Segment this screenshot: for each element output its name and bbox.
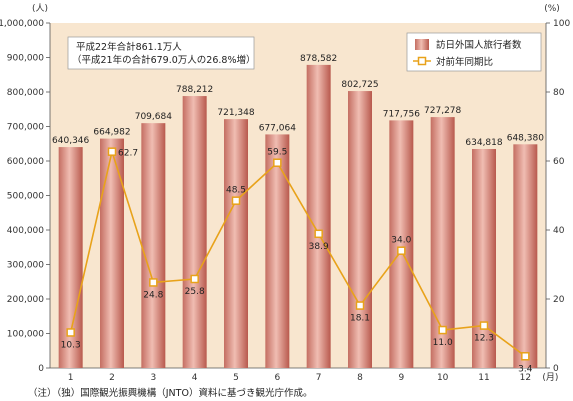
bar	[100, 138, 124, 368]
line-point	[190, 274, 199, 284]
right-tick-label: 80	[553, 88, 565, 98]
line-value-label: 38.9	[309, 242, 329, 252]
left-tick-label: 200,000	[7, 295, 44, 305]
line-value-label: 62.7	[118, 149, 138, 159]
x-tick-label: 6	[274, 373, 280, 383]
left-tick-label: 800,000	[7, 88, 44, 98]
legend-bar-label: 訪日外国人旅行者数	[436, 39, 522, 51]
line-point	[355, 301, 365, 310]
x-tick-label: 1	[68, 373, 74, 383]
bar-value-label: 709,684	[135, 112, 172, 122]
line-point	[314, 229, 323, 239]
right-tick-label: 60	[553, 157, 565, 167]
x-tick-label: 8	[357, 373, 363, 383]
line-value-label: 11.0	[433, 338, 453, 348]
right-axis: 0 20 40 60 80 100	[545, 19, 570, 374]
left-axis: 0 100,000 200,000 300,000 400,000 500,000 600,…	[0, 19, 51, 374]
line-value-label: 25.8	[185, 287, 205, 297]
x-axis-unit: (月)	[542, 372, 558, 383]
bar-value-label: 634,818	[465, 138, 502, 148]
right-tick-label: 100	[553, 19, 570, 29]
right-axis-unit: (%)	[544, 4, 560, 14]
left-tick-label: 1,000,000	[0, 19, 44, 29]
bar-value-label: 677,064	[259, 123, 296, 133]
left-tick-label: 0	[38, 364, 44, 374]
bar	[348, 91, 372, 368]
x-tick-label: 5	[233, 373, 239, 383]
bar	[265, 134, 290, 368]
x-tick-label: 9	[398, 373, 404, 383]
bar-value-label: 648,380	[507, 133, 544, 143]
line-value-label: 18.1	[350, 314, 370, 324]
line-point	[521, 352, 530, 361]
x-tick-label: 7	[316, 373, 322, 383]
right-tick-label: 40	[553, 226, 565, 236]
plot-area	[50, 23, 546, 368]
annotation-line-1: 平成22年合計861.1万人	[76, 41, 182, 53]
bar	[182, 96, 207, 368]
bar	[306, 64, 331, 368]
bar-series: 640,346 664,982 709,684 788,212 721,348 677,0…	[52, 54, 544, 369]
line-value-label: 3.4	[518, 364, 533, 374]
legend-line-label: 対前年同期比	[436, 56, 493, 68]
bar-value-label: 878,582	[300, 54, 337, 64]
x-tick-label: 2	[109, 373, 115, 383]
bar-value-label: 717,756	[383, 109, 420, 119]
bar	[513, 144, 538, 368]
bar-value-label: 788,212	[176, 85, 213, 95]
left-tick-label: 600,000	[7, 157, 44, 167]
x-tick-label: 12	[520, 373, 531, 383]
line-value-label: 48.5	[226, 186, 246, 196]
line-series: 10.3 62.7 24.8 25.8 48.5 59.5 38.9 18.1 34.0 11.0…	[61, 147, 533, 374]
line-point	[273, 158, 282, 167]
footnote: （注）（独）国際観光振興機構（JNTO）資料に基づき観光庁作成。	[28, 387, 312, 399]
line-value-label: 10.3	[61, 340, 81, 350]
left-tick-label: 100,000	[7, 330, 44, 340]
x-tick-label: 4	[192, 373, 198, 383]
bar	[141, 123, 166, 368]
left-tick-label: 700,000	[7, 123, 44, 133]
line-value-label: 59.5	[267, 148, 287, 158]
x-tick-label: 11	[478, 373, 489, 383]
legend: 訪日外国人旅行者数 対前年同期比	[406, 32, 542, 72]
annotation-box: 平成22年合計861.1万人 （平成21年の合計679.0万人の26.8%増）	[67, 36, 255, 70]
legend-bar-swatch	[415, 39, 429, 50]
line-value-label: 24.8	[143, 290, 163, 300]
right-tick-label: 20	[553, 295, 565, 305]
left-axis-unit: (人)	[32, 3, 48, 14]
line-value-label: 12.3	[474, 334, 494, 344]
line-path	[69, 148, 526, 357]
x-tick-label: 10	[437, 373, 449, 383]
line-point	[231, 196, 241, 205]
annotation-line-2: （平成21年の合計679.0万人の26.8%増）	[72, 54, 255, 66]
right-tick-label: 0	[553, 364, 559, 374]
bar	[224, 119, 248, 368]
bar-value-label: 721,348	[217, 108, 254, 118]
bar-value-label: 727,278	[424, 106, 461, 116]
legend-line-marker	[417, 56, 427, 66]
bar	[389, 120, 414, 369]
left-tick-label: 500,000	[7, 192, 44, 202]
line-point	[66, 328, 75, 337]
line-point	[438, 325, 447, 335]
left-tick-label: 400,000	[7, 226, 44, 236]
bar-value-label: 640,346	[52, 136, 89, 146]
bar-value-label: 802,725	[341, 80, 378, 90]
line-point	[149, 278, 158, 287]
left-tick-label: 900,000	[7, 54, 44, 64]
bar-value-label: 664,982	[93, 128, 130, 138]
line-point	[397, 246, 406, 255]
line-point	[107, 147, 117, 156]
line-point	[479, 321, 489, 330]
x-tick-label: 3	[150, 373, 156, 383]
line-value-label: 34.0	[391, 236, 411, 246]
left-tick-label: 300,000	[7, 261, 44, 271]
x-axis: 1 2 3 4 5 6 7 8 9 10 11 12 (月)	[50, 367, 558, 383]
